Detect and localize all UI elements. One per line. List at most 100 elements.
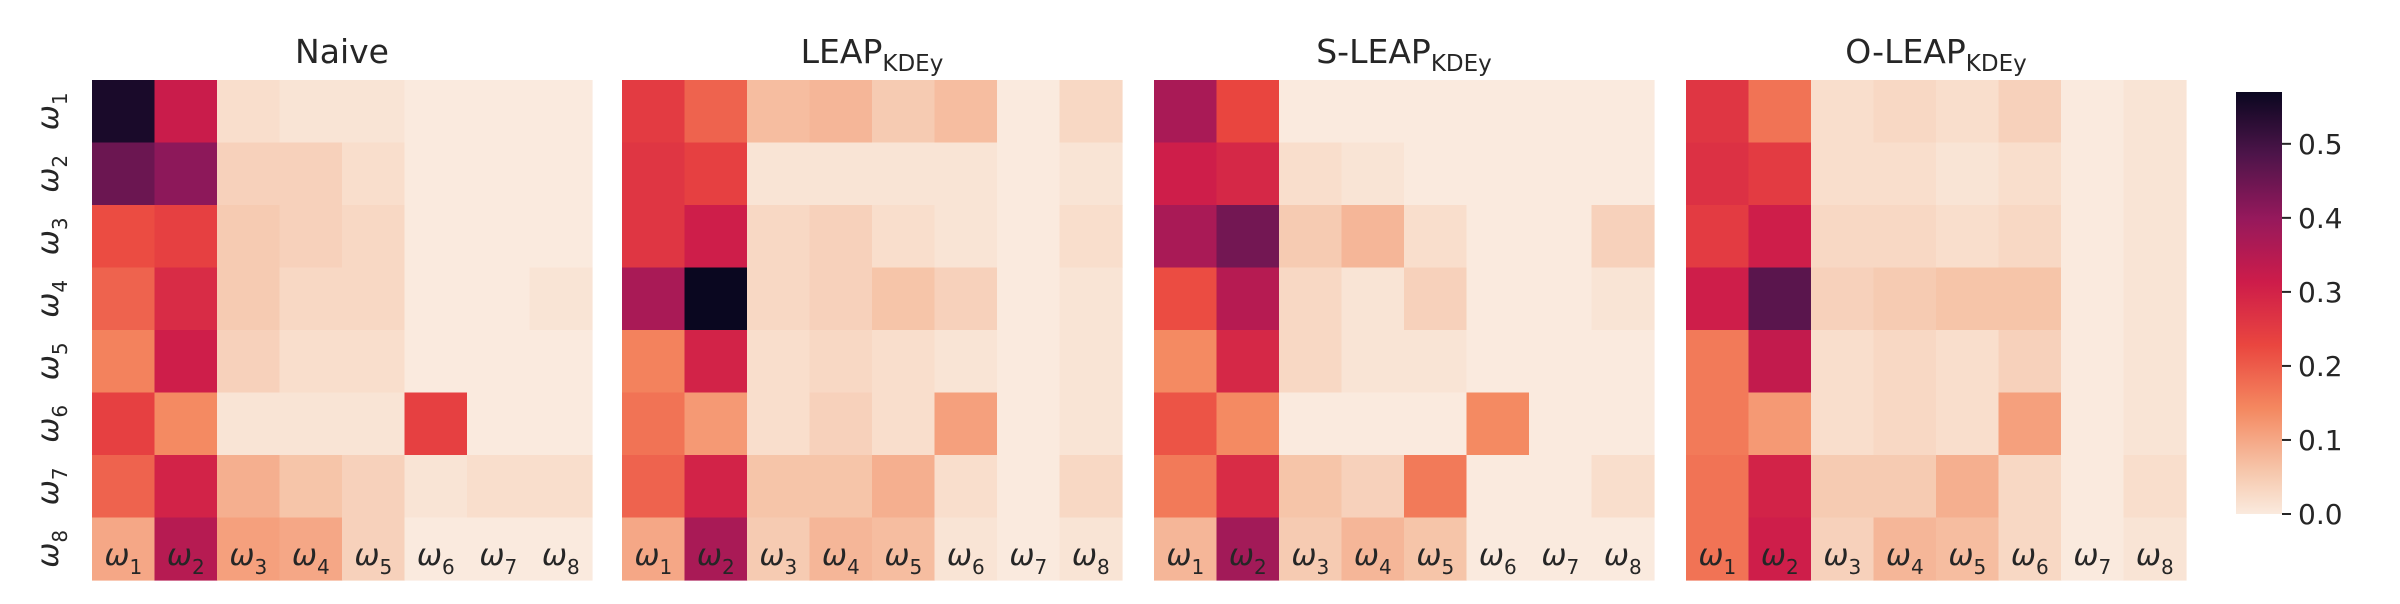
heatmap-cell [1748, 392, 1812, 456]
heatmap-cell [529, 330, 593, 394]
heatmap-cell [1059, 392, 1123, 456]
heatmap-cell [684, 455, 748, 519]
y-tick-label: ω6 [31, 405, 72, 443]
heatmap-cell [2061, 392, 2125, 456]
heatmap-cell [1936, 80, 2000, 144]
heatmap-cell [342, 455, 406, 519]
heatmap-cell [342, 80, 406, 144]
heatmap-cell [1154, 455, 1218, 519]
y-tick-label-base: ω [31, 418, 66, 443]
x-tick-label: ω5 [1416, 538, 1454, 579]
colorbar-tick-label: 0.4 [2298, 202, 2343, 235]
heatmap-cell [279, 330, 343, 394]
x-tick-label-sub: 4 [317, 555, 330, 579]
heatmap-cell [1936, 205, 2000, 269]
x-tick-label-sub: 2 [1786, 555, 1799, 579]
x-tick-label: ω6 [2011, 538, 2049, 579]
heatmap-cell [622, 205, 686, 269]
heatmap-cell [1466, 267, 1530, 331]
heatmap-cell [684, 517, 748, 581]
heatmap-cell [1811, 205, 1875, 269]
heatmap-cell [1811, 267, 1875, 331]
heatmap-cell [1341, 455, 1405, 519]
heatmap-cell [342, 205, 406, 269]
heatmap-cell [747, 330, 811, 394]
heatmap-cell [279, 392, 343, 456]
heatmap-cell [1998, 80, 2062, 144]
x-tick-label-base: ω [542, 538, 567, 573]
heatmap-cell [1936, 330, 2000, 394]
x-tick-label-base: ω [354, 538, 379, 573]
x-tick-label-base: ω [1698, 538, 1723, 573]
heatmap-cell [2061, 455, 2125, 519]
heatmap-cell [872, 267, 936, 331]
x-tick-label-sub: 7 [1034, 555, 1047, 579]
heatmap-cell [1216, 330, 1280, 394]
heatmap-cell [1529, 517, 1593, 581]
x-tick-label-sub: 1 [1191, 555, 1204, 579]
heatmap-cell [1591, 205, 1655, 269]
x-tick-label-sub: 3 [784, 555, 797, 579]
y-tick-label: ω4 [31, 280, 72, 318]
x-tick-label-sub: 5 [1973, 555, 1986, 579]
heatmap-cell [1529, 267, 1593, 331]
heatmap-cell [2061, 267, 2125, 331]
heatmap-cell [404, 392, 468, 456]
heatmap-cell [1936, 267, 2000, 331]
heatmap-cell [934, 517, 998, 581]
heatmap-cell [92, 330, 156, 394]
heatmap-cell [1216, 205, 1280, 269]
heatmap-cell [154, 517, 218, 581]
x-tick-label-sub: 7 [504, 555, 517, 579]
x-tick-label: ω1 [1698, 538, 1736, 579]
heatmap-cell [154, 392, 218, 456]
x-tick-label: ω8 [542, 538, 580, 579]
x-tick-label-sub: 3 [1316, 555, 1329, 579]
heatmap-cell [1591, 517, 1655, 581]
heatmap-cell [872, 517, 936, 581]
heatmap-cell [1529, 80, 1593, 144]
y-tick-label-base: ω [31, 355, 66, 380]
heatmap-cell [154, 330, 218, 394]
x-tick-label: ω3 [1291, 538, 1329, 579]
heatmap-cell [529, 517, 593, 581]
y-tick-label: ω5 [31, 342, 72, 380]
heatmap-cell [747, 392, 811, 456]
heatmap-cell [217, 205, 281, 269]
panel-title: O-LEAPKDEy [1845, 32, 2026, 77]
heatmap-cell [1873, 455, 1937, 519]
heatmap-cell [404, 517, 468, 581]
heatmap-cell [404, 267, 468, 331]
heatmap-cell [1216, 267, 1280, 331]
heatmap-cell [1873, 205, 1937, 269]
heatmap-cell [997, 80, 1061, 144]
x-tick-label-base: ω [1009, 538, 1034, 573]
x-tick-label-base: ω [759, 538, 784, 573]
x-tick-label: ω7 [1541, 538, 1579, 579]
heatmap-cell [2061, 517, 2125, 581]
heatmap-cell [1341, 267, 1405, 331]
x-tick-label-base: ω [1354, 538, 1379, 573]
panel-title-main: O-LEAP [1845, 32, 1966, 71]
heatmap-cell [2061, 142, 2125, 206]
heatmap-cell [154, 267, 218, 331]
heatmap-cell [622, 455, 686, 519]
x-tick-label-base: ω [1291, 538, 1316, 573]
x-tick-label: ω5 [1948, 538, 1986, 579]
heatmap-cell [684, 392, 748, 456]
heatmap-cell [872, 142, 936, 206]
heatmap-cell [622, 142, 686, 206]
heatmap-cell [997, 267, 1061, 331]
heatmap-cell [279, 142, 343, 206]
x-tick-label-base: ω [1416, 538, 1441, 573]
heatmap-cell [809, 455, 873, 519]
heatmap-cell [747, 205, 811, 269]
heatmap-cell [622, 392, 686, 456]
heatmap-cell [1811, 392, 1875, 456]
heatmap-cell [2061, 80, 2125, 144]
heatmap-cell [872, 205, 936, 269]
heatmap-cell [279, 80, 343, 144]
heatmap-cell [934, 142, 998, 206]
